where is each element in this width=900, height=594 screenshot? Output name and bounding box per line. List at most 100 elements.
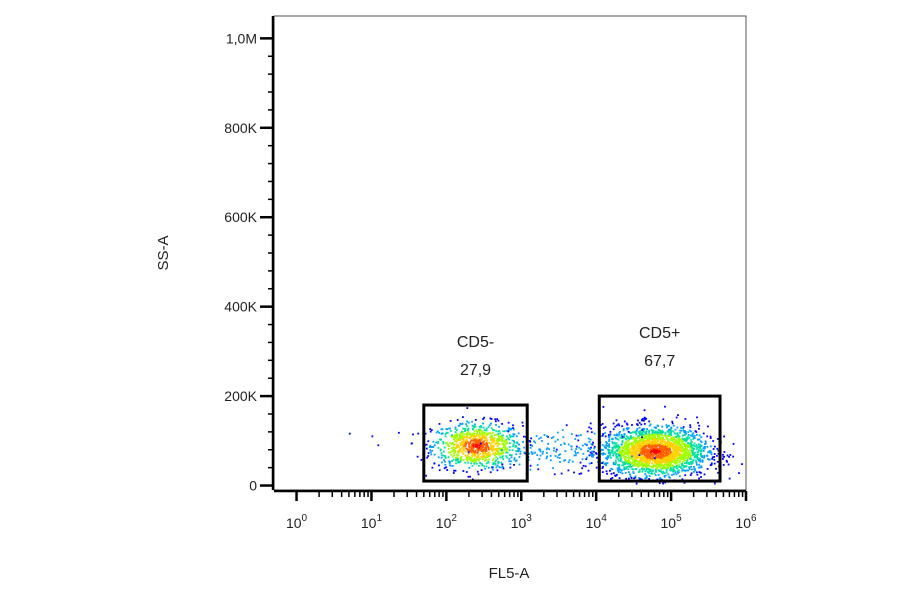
event-dot — [627, 427, 630, 430]
event-dot — [500, 452, 503, 454]
event-dot — [668, 433, 670, 436]
event-dot — [565, 424, 568, 427]
event-dot — [695, 431, 698, 433]
x-axis: 100 101 102 103 104 105 106 — [274, 489, 757, 531]
event-dot — [686, 448, 688, 451]
event-dot — [660, 471, 663, 473]
event-dot — [523, 451, 526, 454]
event-dot — [621, 450, 624, 453]
event-dot — [592, 441, 594, 444]
event-dot — [643, 437, 646, 439]
event-dot — [490, 449, 493, 452]
event-dot — [673, 462, 676, 465]
event-dot — [650, 438, 653, 440]
event-dot — [654, 455, 657, 458]
event-dot — [689, 445, 692, 448]
event-dot — [700, 465, 702, 468]
event-dot — [679, 457, 682, 460]
event-dot — [471, 454, 473, 457]
event-dot — [686, 459, 689, 462]
event-dot — [587, 437, 590, 440]
event-dot — [467, 421, 470, 424]
event-dot — [657, 474, 660, 476]
event-dot — [612, 461, 615, 464]
event-dot — [666, 457, 669, 460]
event-dot — [644, 465, 647, 468]
event-dot — [614, 463, 617, 466]
event-dot — [530, 437, 533, 440]
event-dot — [677, 454, 680, 456]
event-dot — [512, 424, 514, 427]
event-dot — [613, 441, 616, 444]
event-dot — [623, 436, 625, 438]
event-dot — [617, 470, 620, 472]
event-dot — [698, 434, 701, 437]
event-dot — [658, 450, 661, 452]
event-dot — [651, 432, 654, 435]
event-dot — [639, 433, 641, 436]
event-dot — [699, 471, 702, 474]
event-dot — [489, 471, 492, 474]
event-dot — [500, 453, 502, 455]
event-dot — [502, 445, 505, 447]
event-dot — [656, 455, 659, 457]
event-dot — [695, 460, 698, 463]
event-dot — [647, 458, 650, 461]
event-dot — [645, 459, 648, 462]
event-dot — [640, 462, 643, 465]
event-dot — [668, 465, 670, 468]
event-dot — [475, 438, 477, 441]
event-dot — [637, 419, 639, 422]
event-dot — [559, 461, 561, 463]
event-dot — [471, 445, 474, 448]
event-dot — [607, 452, 610, 455]
event-dot — [486, 456, 489, 458]
event-dot — [466, 454, 469, 457]
event-dot — [652, 436, 655, 439]
event-dot — [441, 454, 443, 457]
event-dot — [626, 451, 628, 454]
event-dot — [478, 429, 480, 432]
event-dot — [644, 477, 647, 480]
event-dot — [652, 429, 655, 432]
event-dot — [650, 472, 652, 475]
event-dot — [643, 448, 646, 451]
event-dot — [687, 446, 689, 448]
event-dot — [681, 451, 684, 453]
event-dot — [562, 436, 565, 439]
event-dot — [625, 438, 628, 441]
event-dot — [648, 472, 650, 475]
event-dot — [684, 469, 686, 472]
event-dot — [531, 445, 533, 447]
event-dot — [672, 473, 675, 476]
event-dot — [618, 432, 621, 434]
event-dot — [489, 432, 491, 434]
event-dot — [500, 466, 503, 469]
event-dot — [501, 463, 504, 466]
event-dot — [630, 457, 633, 460]
event-dot — [691, 446, 694, 449]
event-dot — [663, 460, 666, 463]
event-dot — [461, 435, 464, 438]
event-dot — [467, 452, 470, 455]
event-dot — [685, 438, 687, 441]
event-dot — [728, 477, 731, 480]
event-dot — [474, 425, 477, 428]
event-dot — [609, 451, 612, 454]
event-dot — [472, 447, 475, 450]
event-dot — [726, 454, 729, 457]
event-dot — [492, 452, 495, 455]
event-dot — [483, 448, 486, 450]
event-dot — [621, 435, 624, 438]
event-dot — [608, 444, 610, 447]
event-dot — [464, 450, 467, 453]
event-dot — [683, 466, 685, 468]
event-dot — [635, 432, 637, 434]
event-dot — [599, 449, 602, 452]
event-dot — [588, 440, 591, 443]
event-dot — [529, 444, 532, 446]
event-dot — [699, 447, 701, 450]
event-dot — [664, 460, 667, 463]
event-dot — [682, 458, 685, 461]
event-dot — [700, 454, 703, 457]
